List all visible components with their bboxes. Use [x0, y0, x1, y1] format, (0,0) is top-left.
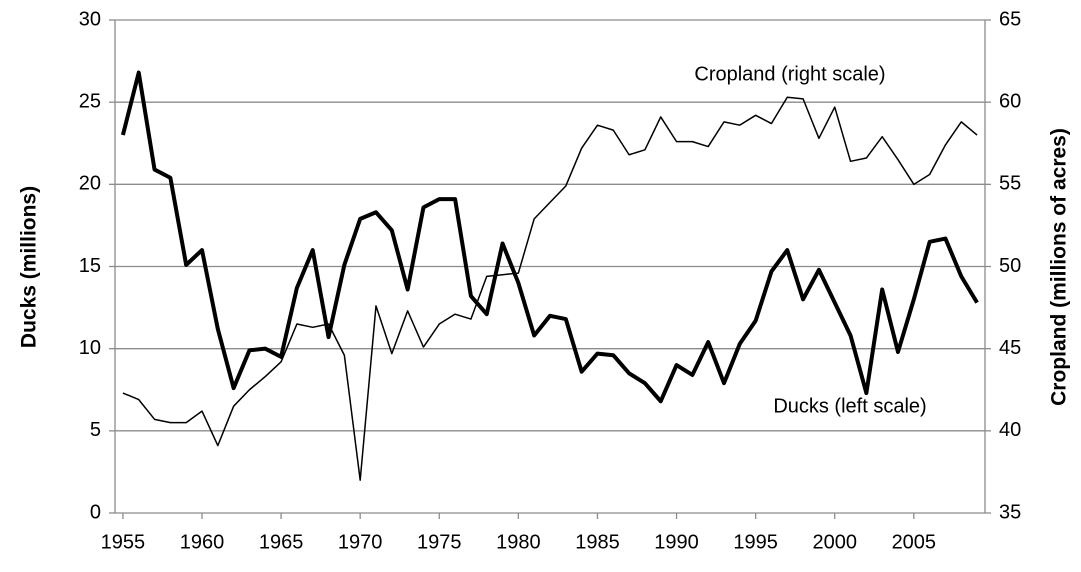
x-tick-label: 1975 [417, 531, 462, 553]
x-tick-label: 2005 [892, 531, 937, 553]
x-tick-label: 1980 [496, 531, 541, 553]
x-tick-label: 2000 [812, 531, 857, 553]
x-tick-label: 1965 [259, 531, 304, 553]
series-line [122, 96, 978, 481]
y-tick-label: 10 [79, 337, 101, 359]
y2-tick-label: 50 [999, 255, 1021, 277]
y-tick-label: 15 [79, 255, 101, 277]
x-tick-label: 1990 [654, 531, 699, 553]
y-tick-label: 30 [79, 8, 101, 30]
x-tick-label: 1970 [338, 531, 383, 553]
y2-tick-label: 45 [999, 337, 1021, 359]
y2-tick-label: 55 [999, 173, 1021, 195]
annotation: Ducks (left scale) [773, 395, 926, 417]
x-tick-label: 1995 [733, 531, 778, 553]
x-tick-label: 1960 [180, 531, 225, 553]
x-tick-label: 1955 [101, 531, 146, 553]
y-tick-label: 25 [79, 90, 101, 112]
y2-axis-title: Cropland (millions of acres) [1048, 128, 1071, 406]
series-line [120, 70, 979, 404]
y2-tick-label: 60 [999, 90, 1021, 112]
y2-tick-label: 65 [999, 8, 1021, 30]
y2-tick-label: 35 [999, 501, 1021, 523]
y2-tick-label: 40 [999, 419, 1021, 441]
x-tick-label: 1985 [575, 531, 620, 553]
y-tick-label: 0 [90, 501, 101, 523]
y-tick-label: 20 [79, 173, 101, 195]
y-tick-label: 5 [90, 419, 101, 441]
y-axis-title: Ducks (millions) [18, 186, 41, 348]
annotation: Cropland (right scale) [694, 63, 885, 85]
